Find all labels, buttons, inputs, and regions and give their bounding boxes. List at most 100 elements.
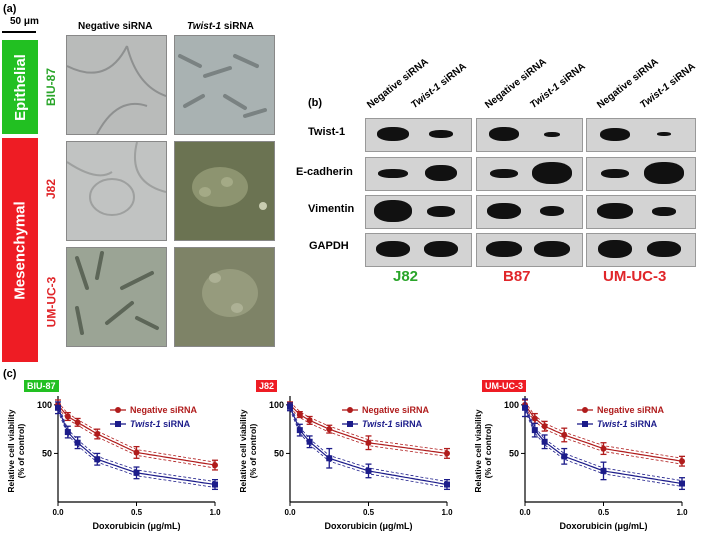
data-point <box>212 462 218 469</box>
series-ci-lower <box>524 407 683 465</box>
legend-marker <box>115 421 121 427</box>
data-point <box>531 427 538 434</box>
y-tick-label: 50 <box>42 448 52 458</box>
legend-label: Twist-1 siRNA <box>597 419 658 429</box>
data-point <box>444 450 450 457</box>
blot-band <box>597 203 634 219</box>
blot-band <box>489 127 520 141</box>
data-point <box>531 415 538 422</box>
series-ci-lower <box>57 407 216 469</box>
x-axis-label: Doxorubicin (μg/mL) <box>559 521 647 531</box>
y-axis-label: (% of control) <box>16 423 26 478</box>
row-label-biu87: BIU-87 <box>44 67 59 107</box>
cell-line-b87: B87 <box>503 268 531 285</box>
blot-band <box>378 168 409 178</box>
blot-band <box>539 206 564 216</box>
legend-label: Negative siRNA <box>130 405 198 415</box>
legend-marker <box>115 407 121 413</box>
column-head-negative: Negative siRNA <box>78 21 153 32</box>
x-tick-label: 1.0 <box>209 508 221 517</box>
x-axis-label: Doxorubicin (μg/mL) <box>324 521 412 531</box>
micrograph-umuc3-twist1 <box>174 247 275 347</box>
series-ci-lower <box>289 407 448 457</box>
data-point <box>64 413 71 420</box>
column-head-twist1: Twist-1 siRNA <box>187 21 254 32</box>
y-axis-label: Relative cell viability <box>238 409 248 492</box>
data-point <box>74 439 81 446</box>
blot-band <box>377 127 410 141</box>
data-point <box>561 453 568 460</box>
epithelial-bar: Epithelial <box>2 40 38 134</box>
blot-band <box>423 241 458 257</box>
y-axis-label: Relative cell viability <box>6 409 16 492</box>
y-axis-label: Relative cell viability <box>473 409 483 492</box>
blot-band <box>601 168 630 178</box>
scale-bar <box>2 31 36 33</box>
data-point <box>444 481 450 488</box>
panel-a-label: (a) <box>3 3 17 15</box>
data-point <box>306 417 313 424</box>
x-tick-label: 0.0 <box>284 508 296 517</box>
chart-tag-j82: J82 <box>256 380 278 392</box>
data-point <box>94 456 101 463</box>
blot-band <box>487 203 522 219</box>
y-tick-label: 100 <box>37 400 52 410</box>
protein-label-ecadherin: E-cadherin <box>296 166 353 178</box>
data-point <box>679 480 685 487</box>
blot-band <box>543 131 560 137</box>
blot-band <box>424 165 457 181</box>
x-tick-label: 0.0 <box>519 508 531 517</box>
blot-band <box>598 240 633 258</box>
blot-band <box>490 168 519 178</box>
legend-marker <box>582 407 588 413</box>
row-label-umuc3: UM-UC-3 <box>44 276 59 328</box>
y-tick-label: 50 <box>274 448 284 458</box>
data-point <box>296 411 303 418</box>
blot-band <box>600 127 631 141</box>
series-ci-upper <box>289 401 448 451</box>
micrograph-biu87-negative <box>66 35 167 135</box>
y-tick-label: 100 <box>504 400 519 410</box>
data-point <box>541 438 548 445</box>
viability-chart-umuc3: 50 100 0.0 0.5 1.0 Doxorubicin (μg/mL) Relativ… <box>473 396 688 531</box>
legend-marker <box>582 421 588 427</box>
blot-band <box>646 241 681 257</box>
data-point <box>326 455 333 462</box>
y-tick-label: 50 <box>509 448 519 458</box>
data-point <box>296 427 303 434</box>
micrograph-j82-twist1 <box>174 141 275 241</box>
data-point <box>55 404 61 411</box>
legend-marker <box>347 407 353 413</box>
data-point <box>287 403 293 410</box>
data-point <box>600 445 607 452</box>
mesenchymal-bar: Mesenchymal <box>2 138 38 362</box>
protein-label-gapdh: GAPDH <box>309 240 349 252</box>
legend-marker <box>347 421 353 427</box>
data-point <box>365 439 372 446</box>
blot-band <box>643 162 684 184</box>
y-axis-label: (% of control) <box>483 423 493 478</box>
x-tick-label: 1.0 <box>441 508 453 517</box>
cell-line-umuc3: UM-UC-3 <box>603 268 667 285</box>
data-point <box>133 469 140 476</box>
legend-label: Twist-1 siRNA <box>130 419 191 429</box>
blot-band <box>374 200 413 222</box>
y-axis-label: (% of control) <box>248 423 258 478</box>
blot-band <box>656 132 671 136</box>
x-tick-label: 0.5 <box>598 508 610 517</box>
data-point <box>600 467 607 474</box>
cell-line-j82: J82 <box>393 268 419 285</box>
blot-band <box>428 130 453 138</box>
x-axis-label: Doxorubicin (μg/mL) <box>92 521 180 531</box>
blot-band <box>426 205 455 217</box>
data-point <box>74 419 81 426</box>
panel-c-label: (c) <box>3 368 17 380</box>
x-tick-label: 0.0 <box>52 508 64 517</box>
chart-tag-umuc3: UM-UC-3 <box>482 380 526 392</box>
micrograph-umuc3-negative <box>66 247 167 347</box>
data-point <box>306 438 313 445</box>
y-tick-label: 100 <box>269 400 284 410</box>
x-tick-label: 0.5 <box>363 508 375 517</box>
scale-bar-label: 50 μm <box>10 16 39 27</box>
legend-label: Negative siRNA <box>597 405 665 415</box>
